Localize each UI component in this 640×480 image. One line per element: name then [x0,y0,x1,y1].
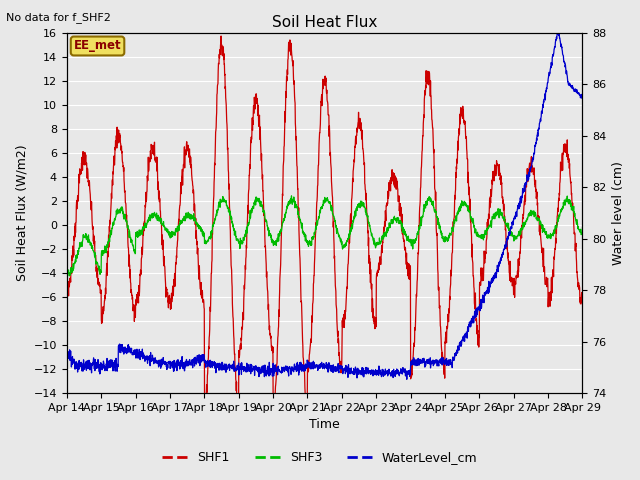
Title: Soil Heat Flux: Soil Heat Flux [272,15,378,30]
Text: No data for f_SHF2: No data for f_SHF2 [6,12,111,23]
Legend: SHF1, SHF3, WaterLevel_cm: SHF1, SHF3, WaterLevel_cm [157,446,483,469]
Y-axis label: Water level (cm): Water level (cm) [612,161,625,265]
Text: EE_met: EE_met [74,39,122,52]
X-axis label: Time: Time [309,419,340,432]
Y-axis label: Soil Heat Flux (W/m2): Soil Heat Flux (W/m2) [15,144,28,281]
